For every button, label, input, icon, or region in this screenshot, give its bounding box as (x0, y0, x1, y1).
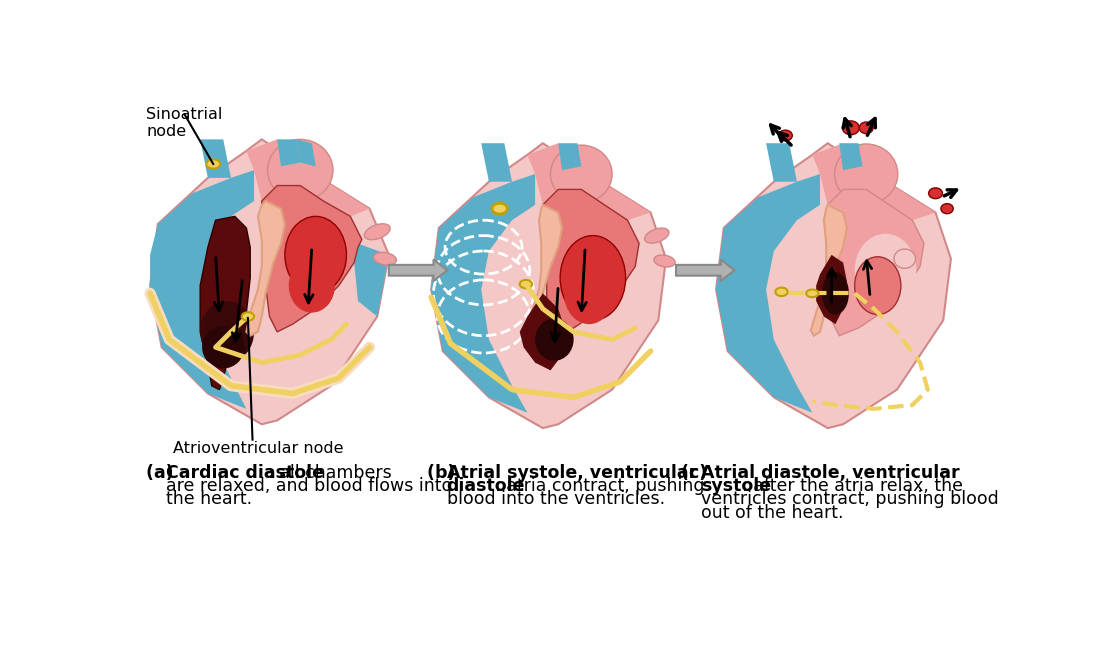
Ellipse shape (491, 203, 507, 214)
Text: ventricles contract, pushing blood: ventricles contract, pushing blood (700, 491, 999, 509)
Polygon shape (543, 189, 639, 336)
Ellipse shape (285, 216, 346, 294)
Text: blood into the ventricles.: blood into the ventricles. (447, 491, 665, 509)
Ellipse shape (207, 159, 220, 168)
Polygon shape (481, 143, 512, 181)
Ellipse shape (859, 122, 873, 133)
Text: (a): (a) (146, 465, 180, 482)
Ellipse shape (645, 228, 669, 243)
Ellipse shape (564, 262, 614, 324)
Text: (b): (b) (428, 465, 461, 482)
Ellipse shape (364, 224, 390, 240)
Polygon shape (766, 143, 796, 181)
Ellipse shape (928, 188, 943, 199)
Text: out of the heart.: out of the heart. (700, 503, 843, 522)
Polygon shape (558, 143, 581, 170)
Ellipse shape (268, 139, 333, 201)
Text: : all chambers: : all chambers (268, 465, 392, 482)
Ellipse shape (894, 249, 916, 268)
Polygon shape (277, 139, 300, 167)
Ellipse shape (806, 290, 819, 297)
Ellipse shape (560, 236, 626, 320)
Polygon shape (716, 143, 951, 428)
Ellipse shape (519, 280, 532, 288)
Ellipse shape (551, 145, 612, 203)
Ellipse shape (653, 255, 675, 267)
Ellipse shape (535, 318, 574, 361)
Polygon shape (200, 139, 231, 178)
Ellipse shape (779, 130, 792, 141)
Polygon shape (346, 240, 389, 316)
Ellipse shape (200, 301, 254, 363)
Text: Atrioventricular node: Atrioventricular node (173, 441, 344, 456)
Text: Atrial systole, ventricular: Atrial systole, ventricular (447, 465, 697, 482)
FancyArrow shape (676, 259, 735, 281)
Ellipse shape (822, 272, 849, 314)
Ellipse shape (855, 234, 916, 307)
Text: Atrial diastole, ventricular: Atrial diastole, ventricular (700, 465, 960, 482)
Polygon shape (150, 139, 389, 424)
Polygon shape (811, 205, 847, 336)
Text: are relaxed, and blood flows into: are relaxed, and blood flows into (165, 478, 451, 495)
Text: : after the atria relax, the: : after the atria relax, the (743, 478, 963, 495)
Ellipse shape (241, 312, 254, 321)
Polygon shape (519, 294, 566, 371)
Polygon shape (247, 201, 285, 336)
Ellipse shape (855, 257, 901, 314)
Text: (c): (c) (681, 465, 714, 482)
Polygon shape (812, 143, 936, 220)
Polygon shape (247, 139, 370, 216)
Text: Cardiac diastole: Cardiac diastole (165, 465, 324, 482)
Ellipse shape (834, 144, 898, 204)
Ellipse shape (775, 288, 787, 296)
Polygon shape (839, 143, 862, 170)
Text: the heart.: the heart. (165, 491, 251, 509)
Text: systole: systole (700, 478, 771, 495)
Polygon shape (431, 143, 666, 428)
Ellipse shape (288, 259, 335, 312)
Text: : atria contract, pushing: : atria contract, pushing (495, 478, 705, 495)
Polygon shape (431, 174, 535, 413)
Polygon shape (716, 174, 820, 413)
Text: diastole: diastole (447, 478, 525, 495)
Polygon shape (828, 189, 924, 336)
Polygon shape (261, 185, 362, 332)
FancyArrow shape (389, 259, 447, 281)
Polygon shape (200, 216, 250, 389)
Ellipse shape (842, 121, 859, 135)
Ellipse shape (941, 203, 953, 214)
Polygon shape (527, 143, 650, 220)
Ellipse shape (373, 252, 397, 265)
Polygon shape (526, 205, 562, 336)
Polygon shape (296, 139, 316, 167)
Polygon shape (150, 170, 254, 409)
Polygon shape (817, 255, 847, 324)
Text: Sinoatrial
node: Sinoatrial node (146, 107, 222, 139)
Ellipse shape (202, 326, 245, 369)
